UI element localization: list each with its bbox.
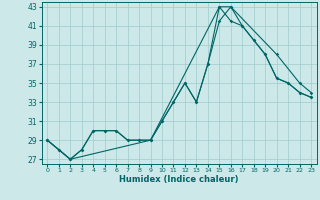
- X-axis label: Humidex (Indice chaleur): Humidex (Indice chaleur): [119, 175, 239, 184]
